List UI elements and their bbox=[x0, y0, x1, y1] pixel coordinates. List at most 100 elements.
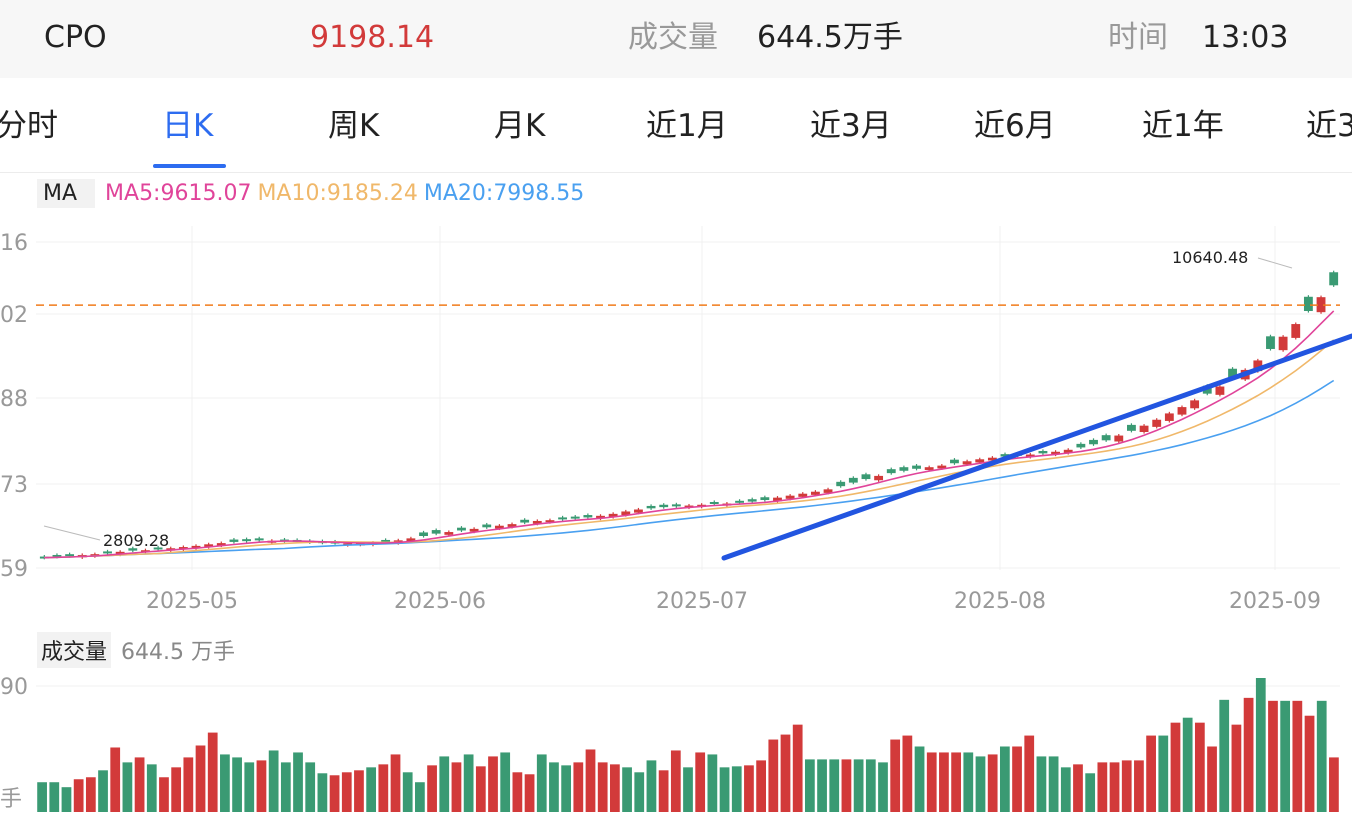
candle-body bbox=[709, 501, 719, 504]
volume-bar bbox=[159, 777, 169, 812]
candle-body bbox=[444, 532, 454, 535]
ma5-line bbox=[44, 310, 1335, 559]
volume-bar bbox=[585, 749, 596, 812]
volume-y-tick-label: 90 bbox=[0, 675, 28, 700]
candle-body bbox=[1000, 454, 1010, 457]
volume-legend: 成交量 644.5 万手 bbox=[37, 632, 235, 668]
volume-bar bbox=[244, 762, 255, 812]
volume-bar bbox=[207, 732, 218, 812]
candle-body bbox=[204, 544, 214, 548]
x-tick-label: 2025-08 bbox=[954, 589, 1046, 614]
candle-body bbox=[115, 551, 125, 555]
last-price: 9198.14 bbox=[310, 20, 435, 55]
volume-bar bbox=[329, 775, 340, 812]
volume-bar bbox=[378, 764, 389, 812]
candle-body bbox=[229, 539, 239, 542]
candle-body bbox=[1101, 435, 1111, 441]
volume-bar bbox=[98, 770, 108, 812]
candle-body bbox=[874, 475, 884, 481]
candle-body bbox=[469, 528, 479, 532]
candle-body bbox=[254, 538, 264, 541]
volume-bar bbox=[597, 762, 608, 812]
volume-bar bbox=[890, 739, 901, 812]
candle-body bbox=[684, 505, 694, 508]
tab-monthly-k[interactable]: 月K bbox=[494, 108, 546, 144]
candle-body bbox=[1291, 324, 1301, 338]
volume-bar bbox=[439, 756, 450, 812]
volume-bar bbox=[987, 754, 998, 812]
candlestick-chart[interactable]: 16 02 88 73 59 2025-05 2025-06 2025-07 2025-08 20… bbox=[0, 214, 1352, 624]
volume-bar bbox=[110, 747, 121, 812]
tab-6-month[interactable]: 近6月 bbox=[974, 108, 1056, 144]
x-tick-label: 2025-06 bbox=[394, 589, 486, 614]
volume-bar bbox=[1109, 762, 1120, 812]
volume-bar bbox=[122, 762, 133, 812]
candle-body bbox=[545, 520, 555, 523]
ma-tag[interactable]: MA bbox=[37, 178, 96, 208]
tab-weekly-k[interactable]: 周K bbox=[328, 108, 380, 144]
candle-body bbox=[924, 467, 934, 470]
volume-bar bbox=[280, 762, 291, 812]
y-tick-label: 02 bbox=[0, 303, 28, 328]
tab-3-month[interactable]: 近3月 bbox=[810, 108, 892, 144]
candle-body bbox=[1139, 425, 1149, 433]
volume-bar bbox=[1158, 735, 1169, 812]
volume-bar bbox=[1280, 700, 1291, 812]
volume-bar bbox=[1170, 722, 1181, 812]
candle-body bbox=[1127, 424, 1136, 431]
volume-bar bbox=[1255, 678, 1266, 812]
volume-bar bbox=[317, 773, 328, 812]
tab-intraday[interactable]: 分时 bbox=[0, 108, 58, 144]
y-tick-label: 59 bbox=[0, 557, 28, 582]
candle-body bbox=[482, 524, 492, 528]
x-tick-label: 2025-07 bbox=[656, 589, 748, 614]
volume-bar bbox=[536, 754, 547, 812]
tab-daily-k[interactable]: 日K bbox=[162, 108, 214, 144]
volume-y-unit-label: 手 bbox=[0, 787, 22, 812]
volume-tag[interactable]: 成交量 bbox=[37, 632, 112, 668]
volume-bar bbox=[37, 782, 47, 812]
candle-body bbox=[1266, 336, 1275, 349]
volume-bar bbox=[146, 764, 157, 812]
volume-bar bbox=[634, 772, 645, 812]
candle-body bbox=[52, 554, 62, 557]
candle-body bbox=[886, 469, 896, 474]
active-tab-indicator bbox=[153, 164, 226, 168]
volume-bar bbox=[683, 767, 693, 812]
candle-body bbox=[671, 504, 681, 507]
candle-body bbox=[520, 519, 530, 523]
volume-bar bbox=[939, 752, 949, 812]
candle-body bbox=[1316, 297, 1326, 313]
volume-bar bbox=[427, 765, 437, 812]
candle-body bbox=[596, 515, 605, 519]
tab-3-year[interactable]: 近3 bbox=[1306, 108, 1352, 144]
volume-bar bbox=[183, 757, 194, 812]
candle-body bbox=[570, 516, 580, 519]
candle-body bbox=[1190, 400, 1200, 409]
volume-bar bbox=[926, 752, 937, 812]
volume-chart[interactable]: 90 手 bbox=[0, 670, 1352, 826]
candle-body bbox=[1038, 450, 1048, 454]
volume-bar bbox=[1231, 724, 1242, 812]
candle-body bbox=[1329, 272, 1339, 286]
volume-label: 成交量 bbox=[628, 20, 718, 55]
time-label: 时间 bbox=[1108, 20, 1168, 55]
tab-1-year[interactable]: 近1年 bbox=[1142, 108, 1224, 144]
volume-bar bbox=[610, 764, 620, 812]
trend-line bbox=[721, 333, 1352, 561]
volume-bar bbox=[549, 762, 559, 812]
volume-bar bbox=[220, 754, 230, 812]
x-tick-label: 2025-05 bbox=[146, 589, 238, 614]
volume-bar bbox=[707, 754, 718, 812]
candle-body bbox=[178, 547, 188, 550]
volume-bar bbox=[1073, 764, 1083, 812]
ma10-value: MA10:9185.24 bbox=[257, 180, 418, 206]
volume-bar bbox=[1182, 717, 1193, 812]
volume-bar bbox=[963, 752, 974, 812]
candle-body bbox=[810, 491, 820, 495]
tab-1-month[interactable]: 近1月 bbox=[646, 108, 728, 144]
candle-body bbox=[975, 459, 985, 463]
candle-body bbox=[1228, 368, 1237, 379]
volume-bar bbox=[1304, 715, 1315, 812]
volume-bar bbox=[305, 762, 316, 812]
